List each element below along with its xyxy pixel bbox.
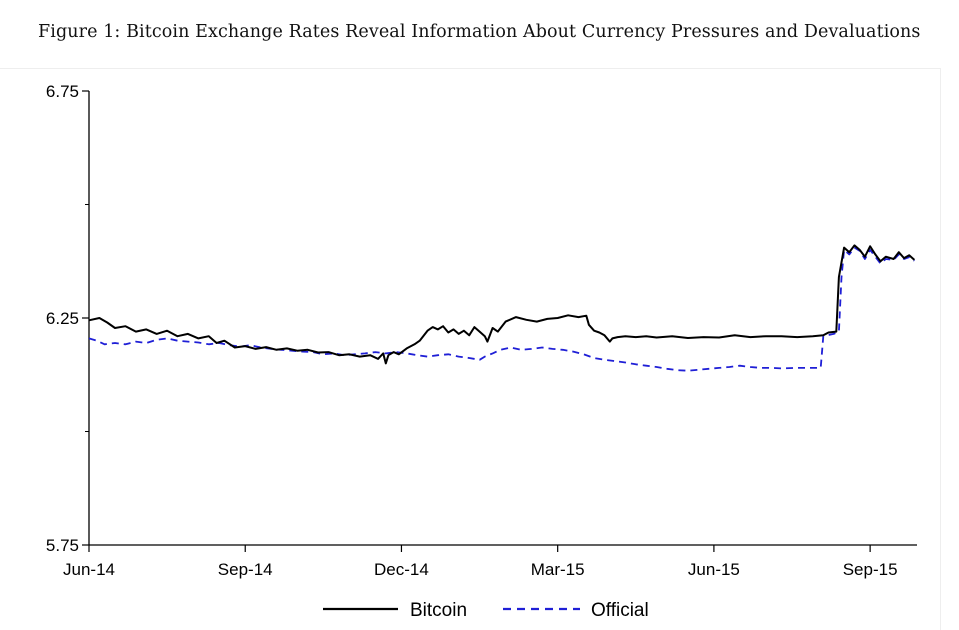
line-chart: 5.75 6.25 6.75 Jun-14 Sep-14 Dec-14 Mar-15 Jun-… — [46, 82, 917, 621]
x-tick-label: Sep-14 — [218, 560, 273, 579]
series-line-official — [88, 246, 915, 372]
x-tick-label: Jun-15 — [688, 560, 740, 579]
x-tick-label: Mar-15 — [531, 560, 585, 579]
x-tick-label: Jun-14 — [63, 560, 115, 579]
y-tick-label: 6.25 — [46, 309, 79, 328]
y-tick-label: 5.75 — [46, 536, 79, 555]
chart-frame: 5.75 6.25 6.75 Jun-14 Sep-14 Dec-14 Mar-15 Jun-… — [0, 68, 941, 630]
figure-title: Figure 1: Bitcoin Exchange Rates Reveal … — [38, 22, 921, 42]
legend-label-bitcoin: Bitcoin — [410, 600, 467, 621]
x-tick-label: Dec-14 — [374, 560, 429, 579]
y-tick-label: 6.75 — [46, 82, 79, 101]
legend-label-official: Official — [591, 600, 649, 621]
x-tick-label: Sep-15 — [843, 560, 898, 579]
series-line-bitcoin — [88, 244, 916, 365]
